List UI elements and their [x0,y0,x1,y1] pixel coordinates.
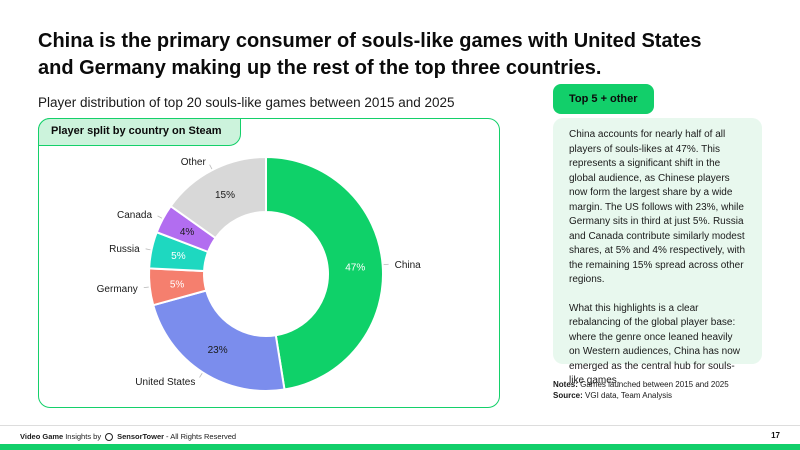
footer-brand-b: Insights by [65,432,102,441]
footer-brand-a: Video Game [20,432,64,441]
leader-line-germany [143,286,149,289]
category-label-china: China [395,260,422,271]
category-label-united-states: United States [135,377,195,388]
category-label-germany: Germany [97,284,138,295]
source-text: VGI data, Team Analysis [585,391,673,400]
page-title-line-1: China is the primary consumer of souls-l… [38,30,702,52]
notes-line: Notes: Games launched between 2015 and 2… [553,379,729,390]
slice-china [265,155,384,391]
bottom-accent-bar [0,444,800,450]
leader-line-russia [145,248,151,251]
chart-panel [38,118,500,408]
slice-other [169,155,267,240]
source-label: Source: [553,391,583,400]
category-label-russia: Russia [109,244,140,255]
notes-block: Notes: Games launched between 2015 and 2… [553,379,729,401]
leader-line-other [209,164,213,170]
value-label-other: 15% [215,190,235,201]
page-number: 17 [771,431,780,440]
insight-paragraph-2: What this highlights is a clear rebalanc… [569,302,741,387]
notes-label: Notes: [553,380,578,389]
top5-other-tab[interactable]: Top 5 + other [553,84,654,114]
leader-line-canada [157,215,163,219]
notes-text: Games launched between 2015 and 2025 [580,380,729,389]
chart-panel-tab: Player split by country on Steam [38,118,241,146]
leader-line-united-states [199,373,203,378]
value-label-russia: 5% [171,251,186,262]
page-title: China is the primary consumer of souls-l… [38,28,738,82]
value-label-germany: 5% [170,279,185,290]
slice-united-states [151,289,286,392]
page-title-line-2: and Germany making up the rest of the to… [38,57,602,79]
insight-paragraph-1: China accounts for nearly half of all pl… [569,129,746,285]
sensortower-logo-icon [105,432,114,441]
footer-brand-c: SensorTower [117,432,165,441]
footer-divider [0,425,800,426]
category-label-other: Other [181,157,207,168]
source-line: Source: VGI data, Team Analysis [553,390,729,401]
footer-rights: - All Rights Reserved [166,432,237,441]
value-label-canada: 4% [180,227,195,238]
category-label-canada: Canada [117,210,152,221]
value-label-united-states: 23% [208,345,228,356]
footer-brand: Video Game Insights by SensorTower - All… [20,432,236,441]
insight-box: China accounts for nearly half of all pl… [553,118,762,386]
value-label-china: 47% [345,262,365,273]
chart-subtitle: Player distribution of top 20 souls-like… [38,95,455,110]
